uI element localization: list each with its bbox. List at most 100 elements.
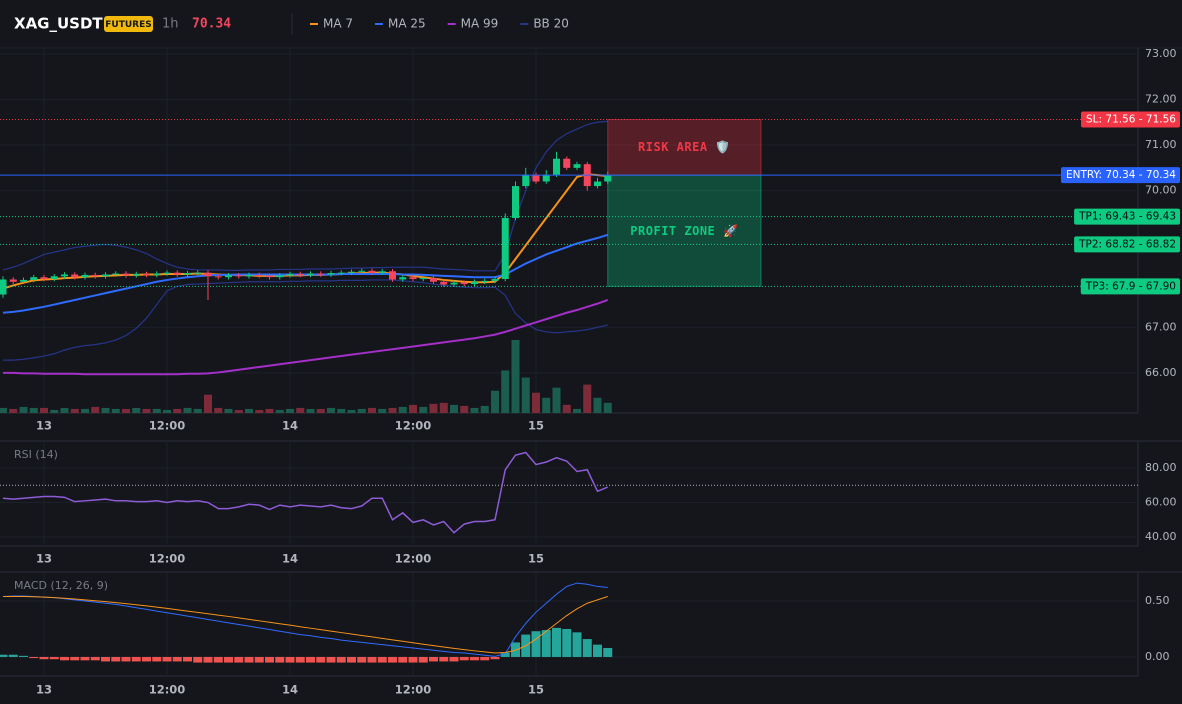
volume-bar: [470, 407, 479, 413]
candle-body: [481, 280, 489, 282]
macd-line: [2, 582, 608, 657]
candle-body: [184, 273, 191, 275]
volume-bar: [306, 408, 315, 413]
histogram-bar: [531, 631, 541, 657]
histogram-bar: [162, 656, 172, 662]
candle-body: [255, 274, 263, 276]
interval: 1h: [162, 17, 179, 32]
candle-body: [337, 272, 345, 274]
y-tick-label: 60.00: [1145, 496, 1177, 509]
volume-bar: [532, 392, 540, 413]
volume-bar: [111, 408, 120, 413]
histogram-bar: [121, 656, 131, 662]
histogram-bar: [316, 656, 326, 663]
candle-body: [122, 273, 130, 276]
candle-body: [440, 281, 448, 285]
x-tick-label: 15: [528, 683, 544, 697]
candle-body: [327, 273, 335, 275]
zone-label: RISK AREA 🛡️: [638, 140, 731, 154]
candle-body: [245, 274, 253, 277]
candle-body: [276, 275, 284, 278]
histogram-bar: [593, 644, 602, 657]
volume-bar: [603, 402, 612, 413]
candle-body: [307, 273, 314, 275]
x-tick-label: 13: [36, 552, 52, 566]
histogram-bar: [418, 656, 428, 663]
pane-title: RSI (14): [14, 448, 58, 461]
y-tick-label: 0.50: [1145, 594, 1170, 607]
volume-bar: [91, 406, 100, 413]
level-label: ENTRY: 70.34 - 70.34: [1066, 169, 1176, 181]
x-tick-label: 12:00: [149, 419, 186, 433]
histogram-bar: [90, 656, 100, 661]
volume-bar: [214, 407, 223, 413]
candle-body: [471, 281, 478, 285]
x-tick-label: 14: [282, 419, 298, 433]
histogram-bar: [172, 656, 182, 662]
candle-body: [563, 158, 571, 168]
volume-bar: [19, 406, 28, 413]
volume-bar: [316, 408, 325, 413]
volume-bar: [573, 408, 581, 413]
candle-body: [81, 274, 89, 278]
histogram-bar: [562, 628, 572, 657]
candle-body: [9, 279, 17, 282]
candle-body: [102, 274, 109, 277]
volume-bar: [388, 407, 397, 413]
level-label: TP2: 68.82 - 68.82: [1078, 238, 1176, 250]
volume-bar: [439, 402, 448, 413]
histogram-bar: [60, 656, 69, 661]
candle-body: [368, 270, 376, 273]
level-tag-bg: [1074, 208, 1180, 225]
histogram-bar: [572, 632, 582, 657]
candle-body: [71, 274, 79, 278]
histogram-bar: [541, 630, 551, 657]
candle-body: [296, 274, 304, 276]
histogram-bar: [326, 656, 336, 663]
volume-bar: [521, 377, 530, 413]
candle-body: [553, 158, 560, 175]
candle-body: [348, 271, 355, 273]
histogram-bar: [367, 656, 377, 663]
histogram-bar: [398, 656, 408, 663]
candle-body: [389, 271, 396, 280]
x-tick-label: 12:00: [395, 552, 432, 566]
candle-body: [419, 278, 427, 280]
candle-body: [143, 274, 150, 276]
histogram-bar: [142, 656, 151, 662]
histogram-bar: [377, 656, 387, 663]
volume-bar: [357, 408, 366, 413]
volume-bar: [255, 409, 264, 413]
histogram-bar: [347, 656, 356, 663]
last-price: 70.34: [192, 17, 231, 32]
histogram-bar: [111, 656, 121, 662]
legend-label: BB 20: [533, 17, 569, 31]
candle-body: [204, 272, 212, 277]
volume-bar: [327, 407, 335, 413]
x-tick-label: 14: [282, 683, 298, 697]
candle-body: [399, 277, 407, 280]
level-tag-bg: [1060, 167, 1180, 184]
volume-bar: [419, 406, 428, 413]
candle-body: [491, 279, 499, 281]
histogram-bar: [131, 656, 141, 662]
histogram-bar: [429, 656, 438, 662]
volume-bar: [204, 394, 212, 413]
histogram-bar: [29, 656, 39, 659]
candle-body: [112, 273, 120, 275]
candle-body: [512, 186, 519, 218]
histogram-bar: [459, 656, 469, 661]
candle-body: [358, 270, 366, 272]
x-tick-label: 15: [528, 419, 544, 433]
histogram-bar: [470, 656, 479, 661]
candle-body: [235, 275, 243, 277]
candle-body: [450, 282, 458, 285]
x-tick-label: 15: [528, 552, 544, 566]
candle-body: [501, 217, 509, 280]
candle-body: [532, 174, 540, 182]
histogram-bar: [306, 656, 315, 663]
volume-bar: [460, 405, 469, 413]
volume-bar: [81, 408, 89, 413]
volume-bar: [101, 407, 110, 413]
